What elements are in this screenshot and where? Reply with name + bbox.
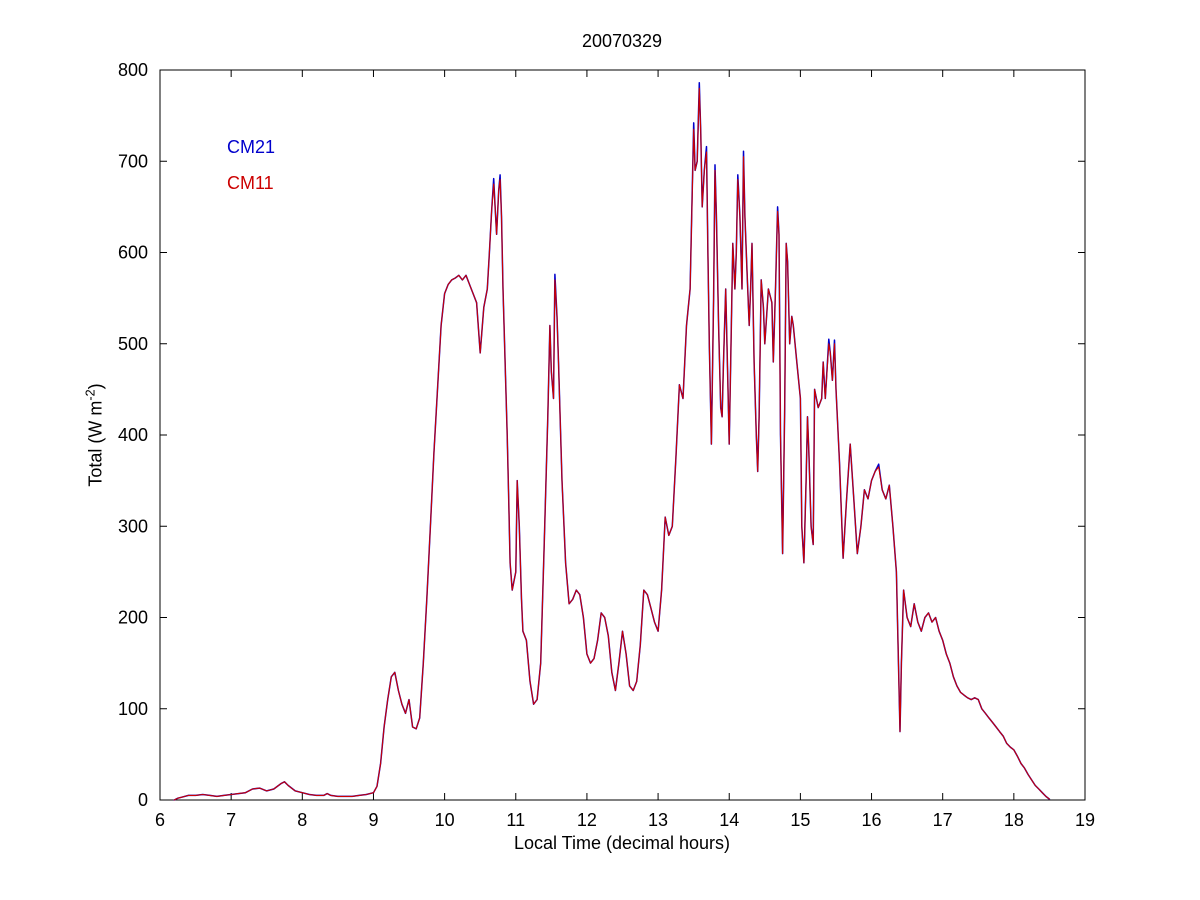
x-tick-label: 9 (368, 810, 378, 830)
legend-item-cm11: CM11 (227, 173, 274, 193)
y-tick-label: 500 (118, 334, 148, 354)
y-tick-label: 200 (118, 608, 148, 628)
x-tick-label: 14 (719, 810, 739, 830)
x-tick-label: 17 (933, 810, 953, 830)
axes-box (159, 69, 1086, 801)
x-tick-label: 6 (155, 810, 165, 830)
x-tick-label: 15 (790, 810, 810, 830)
x-tick-label: 18 (1004, 810, 1024, 830)
y-axis-label-text: Total (W m (85, 400, 106, 487)
y-tick-label: 400 (118, 425, 148, 445)
y-axis-label-close: ) (85, 383, 106, 390)
series-line-cm21 (173, 82, 1051, 801)
x-tick-label: 10 (435, 810, 455, 830)
legend: CM21 CM11 (227, 129, 275, 201)
x-tick-label: 16 (862, 810, 882, 830)
y-axis-label-superscript: -2 (83, 389, 98, 401)
x-tick-label: 19 (1075, 810, 1095, 830)
y-tick-label: 700 (118, 151, 148, 171)
y-tick-label: 0 (138, 790, 148, 810)
series-line-cm11 (173, 87, 1050, 801)
x-tick-label: 7 (226, 810, 236, 830)
chart-title: 20070329 (581, 31, 663, 51)
y-tick-label: 100 (118, 699, 148, 719)
x-tick-label: 11 (506, 810, 525, 830)
x-tick-label: 13 (648, 810, 668, 830)
legend-item-cm21: CM21 (227, 137, 276, 157)
y-tick-label: 300 (118, 516, 148, 536)
x-axis-label: Local Time (decimal hours) (513, 833, 731, 853)
x-tick-label: 12 (577, 810, 597, 830)
x-tick-label: 8 (297, 810, 307, 830)
y-tick-label: 800 (118, 60, 148, 80)
y-tick-label: 600 (118, 243, 148, 263)
y-axis-label: Total (W m-2) (84, 383, 107, 486)
